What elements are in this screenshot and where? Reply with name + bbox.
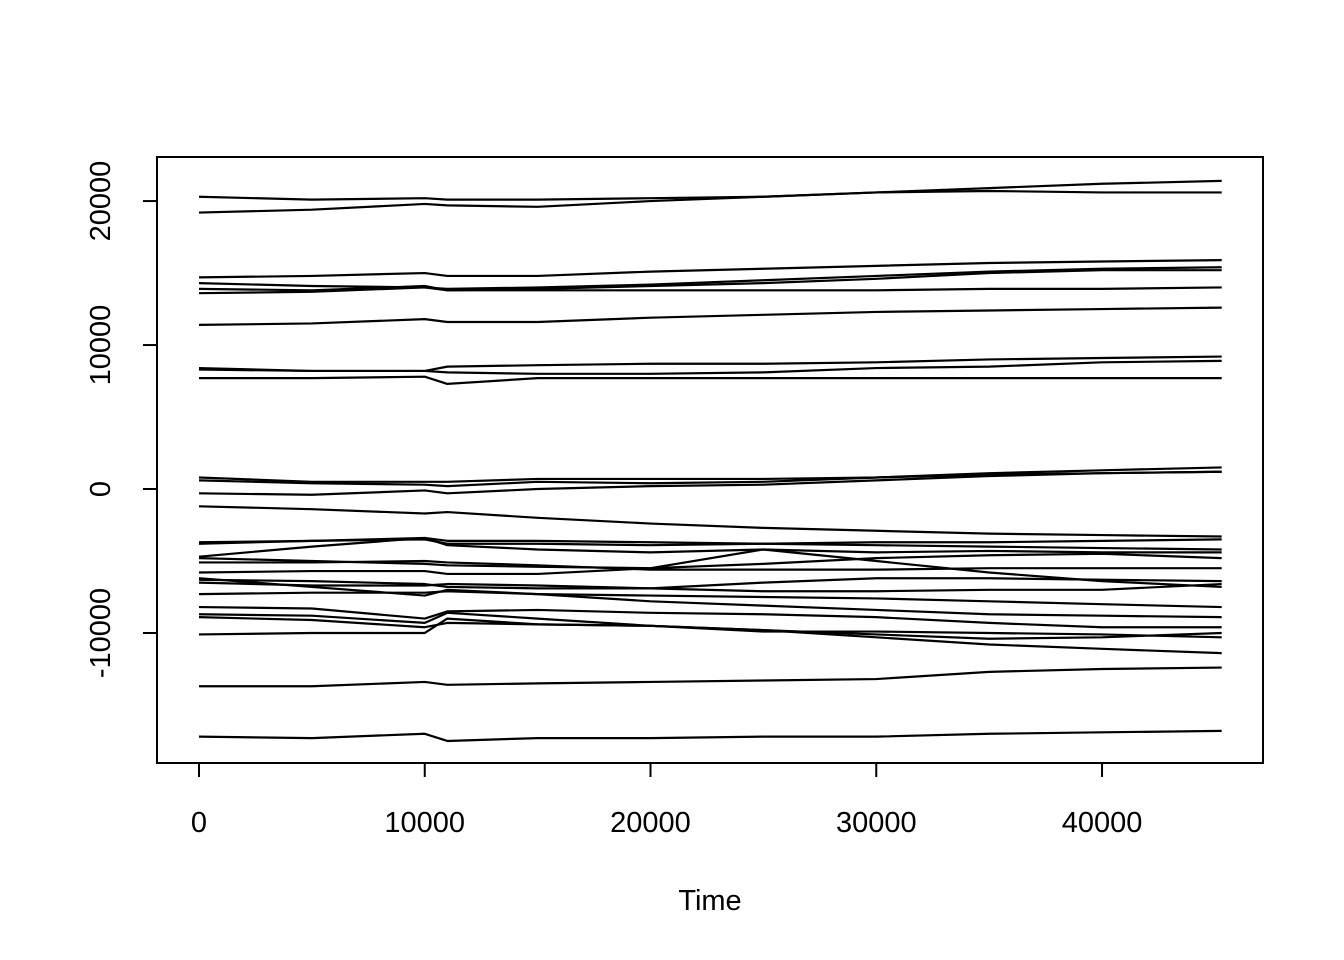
x-tick-label: 40000 — [1062, 807, 1143, 839]
series-line — [198, 536, 1222, 551]
x-axis-label: Time — [678, 885, 741, 917]
series-line — [198, 179, 1222, 214]
series-line — [198, 616, 1222, 655]
y-tick-label: 10000 — [85, 305, 117, 386]
series-line — [198, 666, 1222, 688]
series-line — [198, 577, 1222, 590]
series-line — [198, 189, 1222, 201]
series-line — [198, 536, 1222, 558]
x-tick-label: 30000 — [836, 807, 917, 839]
series-line — [198, 505, 1222, 538]
series-line — [198, 269, 1222, 292]
series-line — [198, 605, 1222, 629]
series-line — [198, 375, 1222, 386]
series-line — [198, 470, 1222, 496]
series-line — [198, 466, 1222, 483]
y-tick-label: -10000 — [85, 588, 117, 678]
series-line — [198, 306, 1222, 326]
series-line — [198, 286, 1222, 295]
series-line — [198, 258, 1222, 279]
series-line — [198, 617, 1222, 640]
x-tick-label: 10000 — [384, 807, 465, 839]
series-line — [198, 581, 1222, 593]
series-line — [198, 729, 1222, 743]
series-line — [198, 359, 1222, 375]
series-line — [198, 577, 1222, 619]
x-tick-label: 0 — [191, 807, 207, 839]
plot-box — [156, 156, 1264, 764]
y-tick-label: 20000 — [85, 161, 117, 242]
y-tick-label: 0 — [85, 481, 117, 497]
series-line — [198, 559, 1222, 571]
x-tick-label: 20000 — [610, 807, 691, 839]
series-line — [198, 548, 1222, 589]
